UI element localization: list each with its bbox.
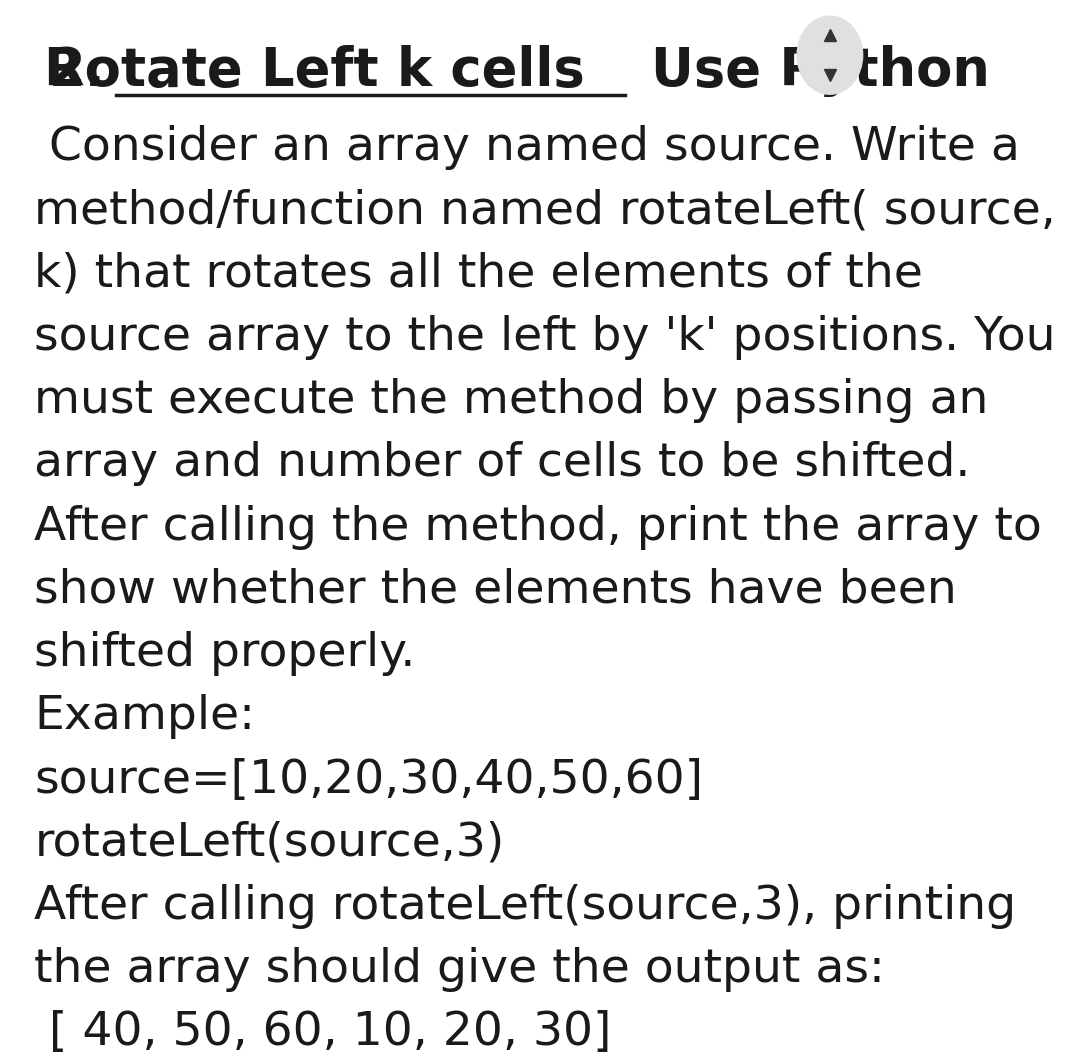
Text: rotateLeft(source,3): rotateLeft(source,3) <box>35 821 504 865</box>
Text: show whether the elements have been: show whether the elements have been <box>35 568 957 612</box>
Text: Example:: Example: <box>35 695 256 739</box>
Text: the array should give the output as:: the array should give the output as: <box>35 948 886 992</box>
Text: method/function named rotateLeft( source,: method/function named rotateLeft( source… <box>35 189 1056 234</box>
Text: must execute the method by passing an: must execute the method by passing an <box>35 378 989 424</box>
Text: source array to the left by 'k' positions. You: source array to the left by 'k' position… <box>35 315 1056 360</box>
Ellipse shape <box>797 16 863 94</box>
Text: After calling the method, print the array to: After calling the method, print the arra… <box>35 505 1042 550</box>
Text: Use Python: Use Python <box>650 45 989 97</box>
Text: array and number of cells to be shifted.: array and number of cells to be shifted. <box>35 442 971 487</box>
Text: [ 40, 50, 60, 10, 20, 30]: [ 40, 50, 60, 10, 20, 30] <box>35 1011 612 1054</box>
Text: 2.: 2. <box>50 45 106 97</box>
Text: source=[10,20,30,40,50,60]: source=[10,20,30,40,50,60] <box>35 758 703 802</box>
Text: Consider an array named source. Write a: Consider an array named source. Write a <box>35 125 1021 171</box>
Text: k) that rotates all the elements of the: k) that rotates all the elements of the <box>35 252 923 297</box>
Text: After calling rotateLeft(source,3), printing: After calling rotateLeft(source,3), prin… <box>35 884 1016 929</box>
Text: shifted properly.: shifted properly. <box>35 631 416 676</box>
Text: Rotate Left k cells: Rotate Left k cells <box>44 45 585 97</box>
